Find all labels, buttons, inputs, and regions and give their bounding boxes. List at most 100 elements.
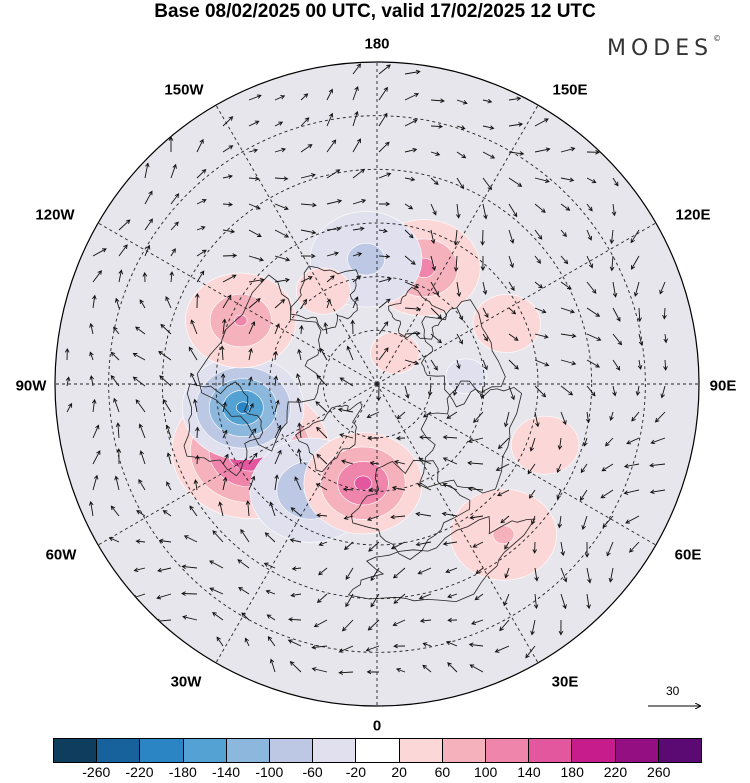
wind-arrow: [560, 255, 569, 265]
wind-arrow: [64, 347, 70, 361]
colorbar-cell: [270, 739, 314, 762]
wind-arrow: [378, 347, 389, 361]
wind-arrow: [274, 424, 282, 439]
coastline: [420, 299, 506, 408]
wind-arrow: [430, 151, 441, 156]
wind-arrow: [427, 385, 433, 397]
wind-arrow: [274, 203, 289, 211]
wind-arrow: [318, 567, 328, 576]
wind-arrow: [446, 411, 458, 419]
wind-arrow: [183, 535, 198, 543]
wind-arrow: [534, 281, 544, 289]
wind-arrow: [114, 297, 120, 309]
wind-arrow: [135, 326, 146, 335]
wind-arrow: [92, 424, 100, 439]
wind-arrow: [495, 463, 510, 471]
wind-arrow: [404, 385, 410, 399]
wind-arrow: [586, 593, 591, 610]
wind-arrow: [560, 177, 575, 183]
wind-arrow: [441, 511, 458, 517]
wind-arrow: [663, 333, 669, 344]
wind-arrow: [299, 324, 304, 335]
wind-arrow: [196, 168, 207, 179]
wind-arrow: [222, 202, 234, 207]
colorbar-tick-label: -180: [168, 764, 197, 780]
wind-arrow: [300, 144, 313, 153]
reference-vector-label: 30: [666, 684, 680, 698]
colorbar-tick-label: 20: [391, 764, 407, 780]
wind-arrow: [378, 64, 391, 75]
wind-arrow: [404, 255, 416, 265]
wind-arrow: [316, 374, 328, 387]
wind-arrow: [165, 296, 172, 309]
wind-arrow: [404, 203, 414, 210]
wind-arrow: [534, 203, 546, 213]
wind-arrow: [132, 353, 146, 361]
colorbar-tick-label: -60: [302, 764, 323, 780]
graticule: [55, 62, 699, 706]
wind-arrow: [139, 450, 146, 465]
wind-arrow: [586, 359, 601, 368]
wind-arrow: [320, 347, 328, 361]
wind-arrow: [115, 422, 121, 439]
wind-arrow: [350, 319, 355, 335]
wind-arrow: [370, 593, 380, 608]
wind-arrow: [139, 299, 146, 309]
wind-arrow: [89, 322, 94, 335]
lon-label-0: 0: [372, 717, 382, 735]
wind-arrow: [311, 667, 328, 673]
wind-arrow: [534, 118, 549, 127]
wind-arrow: [612, 359, 621, 371]
wind-arrow: [528, 489, 536, 499]
wind-arrow: [222, 318, 227, 335]
wind-arrow: [560, 411, 567, 426]
wind-arrow: [393, 643, 406, 649]
wind-arrow: [339, 377, 354, 387]
wind-arrow: [315, 483, 328, 491]
wind-arrow: [586, 307, 601, 317]
wind-arrow: [297, 348, 302, 361]
wind-arrow: [534, 411, 540, 428]
wind-arrow: [300, 93, 309, 101]
wind-arrow: [612, 307, 621, 322]
wind-arrow: [609, 229, 615, 245]
wind-arrow: [560, 541, 566, 557]
wind-arrow: [391, 485, 406, 491]
wind-arrow: [345, 593, 354, 608]
wind-arrow: [296, 373, 302, 387]
wind-arrow: [606, 541, 614, 557]
wind-arrow: [162, 510, 172, 517]
wind-arrow: [631, 411, 640, 422]
wind-arrow: [508, 229, 515, 244]
wind-arrow: [316, 453, 328, 465]
wind-arrow: [300, 276, 313, 283]
latitude-circle: [215, 222, 539, 546]
wind-arrow: [91, 398, 97, 413]
wind-arrow: [583, 437, 588, 447]
wind-arrow: [534, 567, 539, 582]
wind-arrow: [159, 375, 172, 387]
wind-arrow: [479, 385, 485, 400]
wind-arrow: [649, 463, 666, 468]
wind-arrow: [475, 567, 484, 575]
wind-arrow: [368, 487, 380, 493]
lon-label-180: 180: [364, 35, 390, 53]
wind-arrow: [274, 95, 286, 101]
lon-label-90e: 90E: [709, 377, 737, 395]
colorbar-cell: [140, 739, 184, 762]
lon-label-60e: 60E: [674, 546, 702, 564]
lon-label-150e: 150E: [552, 81, 588, 99]
wind-arrow: [222, 174, 233, 179]
wind-arrow: [222, 401, 227, 413]
wind-arrow: [560, 281, 572, 290]
wind-arrow: [170, 221, 179, 231]
wind-arrow: [216, 636, 224, 647]
wind-arrow: [92, 294, 97, 309]
wind-arrow: [265, 589, 276, 595]
wind-arrow: [580, 463, 588, 474]
wind-arrow: [422, 664, 432, 673]
wind-arrow: [269, 501, 276, 517]
wind-arrow: [629, 541, 640, 553]
wind-vectors: [64, 63, 669, 675]
coastlines: [183, 265, 536, 603]
